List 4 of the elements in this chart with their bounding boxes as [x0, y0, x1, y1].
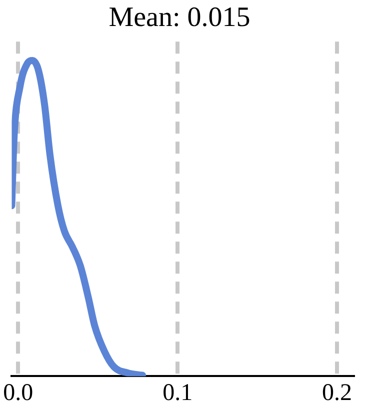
x-tick-label: 0.0 [3, 380, 34, 406]
x-tick-label: 0.2 [322, 380, 352, 406]
x-tick-label: 0.1 [162, 380, 193, 406]
chart-title: Mean: 0.015 [108, 2, 250, 34]
